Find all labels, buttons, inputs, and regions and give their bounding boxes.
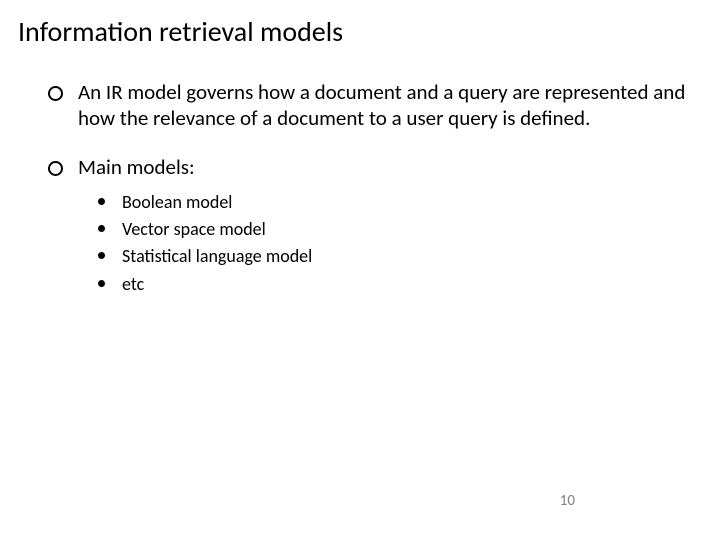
sub-bullet-item: Vector space model (98, 217, 702, 241)
bullet-item: An IR model governs how a document and a… (48, 79, 702, 132)
page-title: Information retrieval models (18, 14, 702, 49)
sub-bullet-item: etc (98, 272, 702, 296)
page-number: 10 (560, 492, 575, 510)
sub-bullet-list: Boolean model Vector space model Statist… (78, 190, 702, 296)
bullet-text: An IR model governs how a document and a… (78, 79, 685, 131)
bullet-text: Main models: (78, 154, 195, 180)
sub-bullet-item: Boolean model (98, 190, 702, 214)
bullet-item: Main models: Boolean model Vector space … (48, 154, 702, 296)
main-bullet-list: An IR model governs how a document and a… (18, 79, 702, 296)
sub-bullet-item: Statistical language model (98, 244, 702, 268)
slide-container: Information retrieval models An IR model… (0, 0, 720, 540)
